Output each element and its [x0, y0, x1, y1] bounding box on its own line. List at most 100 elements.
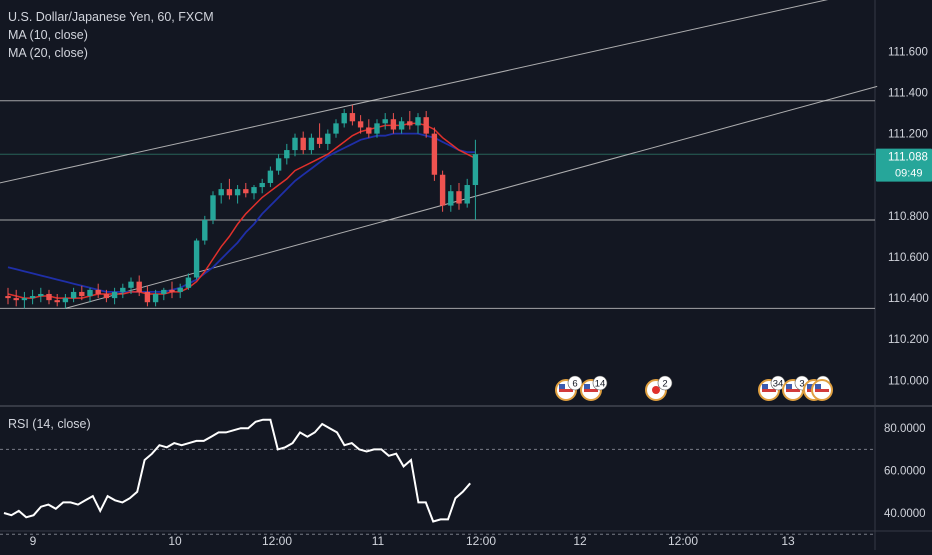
price-tick-label: 110.200 — [888, 334, 929, 346]
us-flag-stripe — [559, 389, 573, 392]
event-count-badge — [657, 375, 673, 391]
price-tick-label: 111.400 — [888, 88, 928, 100]
current-price-badge — [876, 148, 932, 182]
ma10-legend: MA (10, close) — [8, 28, 88, 42]
candle-body — [87, 289, 93, 297]
candle-body — [431, 133, 438, 175]
event-count-badge — [567, 375, 583, 391]
rsi-legend: RSI (14, close) — [8, 417, 91, 431]
chart-title: U.S. Dollar/Japanese Yen, 60, FXCM — [8, 10, 214, 24]
us-flag-stripe — [584, 389, 598, 392]
candle-body — [38, 293, 44, 297]
candle-body — [243, 189, 249, 194]
time-tick-label: 11 — [372, 534, 385, 548]
candle-body — [472, 154, 479, 186]
rsi-tick-label: 80.0000 — [884, 423, 926, 435]
candle-body — [325, 133, 331, 144]
candle-body — [210, 195, 216, 220]
us-flag-stripe — [762, 389, 776, 392]
candle-body — [292, 137, 298, 151]
price-tick-label: 111.600 — [888, 46, 928, 58]
upper-trend-line — [0, 0, 829, 184]
candle-body — [103, 293, 110, 299]
candle-body — [366, 127, 372, 134]
ma20-line — [7, 132, 476, 293]
candle-body — [21, 298, 28, 301]
candle-body — [267, 170, 274, 183]
candle-body — [234, 189, 241, 196]
event-count-badge — [592, 375, 608, 391]
candle-body — [423, 117, 429, 134]
us-flag-canton — [786, 384, 792, 389]
candle-body — [398, 121, 405, 130]
candle-body — [464, 185, 470, 204]
price-tick-label: 111.200 — [888, 129, 928, 141]
price-tick-label: 110.400 — [888, 293, 929, 305]
time-tick-label: 12:00 — [262, 534, 292, 548]
candle-body — [300, 137, 306, 151]
time-tick-label: 9 — [30, 534, 37, 548]
time-tick-label: 12:00 — [668, 534, 698, 548]
candle-body — [202, 219, 208, 241]
candle-body — [284, 150, 290, 159]
candle-body — [439, 174, 446, 206]
candle-body — [308, 137, 315, 151]
us-flag-stripe — [786, 389, 800, 392]
event-count-label: 2 — [662, 379, 667, 390]
ma10-line — [7, 122, 476, 299]
us-flag-canton — [807, 384, 813, 389]
price-tick-label: 110.600 — [888, 252, 929, 264]
rsi-line — [3, 418, 471, 523]
candle-body — [95, 289, 101, 294]
candle-body — [79, 291, 85, 297]
candle-body — [407, 121, 413, 126]
candle-body — [136, 281, 142, 292]
time-tick-label: 12 — [573, 534, 587, 548]
candle-body — [152, 293, 159, 303]
candle-body — [275, 158, 282, 171]
lower-trend-line — [65, 85, 878, 309]
event-count-label: 6 — [572, 379, 577, 390]
candle-body — [169, 289, 175, 292]
candle-body — [161, 289, 167, 294]
candle-body — [29, 296, 36, 299]
candle-body — [349, 113, 356, 122]
candle-body — [120, 287, 126, 292]
time-tick-label: 12:00 — [466, 534, 496, 548]
candle-body — [226, 189, 233, 196]
candle-body — [193, 240, 200, 278]
candle-body — [70, 291, 77, 299]
candle-body — [357, 121, 364, 128]
candle-body — [218, 189, 224, 196]
us-flag-canton — [815, 384, 821, 389]
time-tick-label: 10 — [168, 534, 182, 548]
candle-body — [456, 191, 462, 204]
candle-body — [185, 277, 192, 288]
us-flag-canton — [762, 384, 768, 389]
candle-body — [448, 191, 454, 206]
ma20-legend: MA (20, close) — [8, 46, 88, 60]
rsi-tick-label: 40.0000 — [884, 508, 926, 520]
event-count-label: 14 — [595, 379, 606, 390]
candle-body — [5, 296, 11, 299]
price-tick-label: 110.000 — [888, 375, 929, 387]
time-tick-label: 13 — [781, 534, 795, 548]
candle-body — [374, 123, 380, 134]
candle-body — [390, 119, 397, 130]
rsi-tick-label: 60.0000 — [884, 466, 926, 478]
candle-body — [251, 187, 257, 194]
countdown-label: 09:49 — [895, 168, 923, 180]
current-price-label: 111.088 — [888, 152, 928, 164]
us-flag-canton — [584, 384, 590, 389]
candle-body — [54, 300, 60, 303]
candle-body — [333, 123, 339, 134]
candle-body — [128, 281, 134, 288]
jp-flag-dot — [652, 386, 660, 394]
us-flag-canton — [559, 384, 565, 389]
candle-body — [259, 182, 265, 188]
candle-body — [13, 298, 19, 301]
price-tick-label: 110.800 — [888, 211, 929, 223]
candle-body — [415, 117, 421, 126]
